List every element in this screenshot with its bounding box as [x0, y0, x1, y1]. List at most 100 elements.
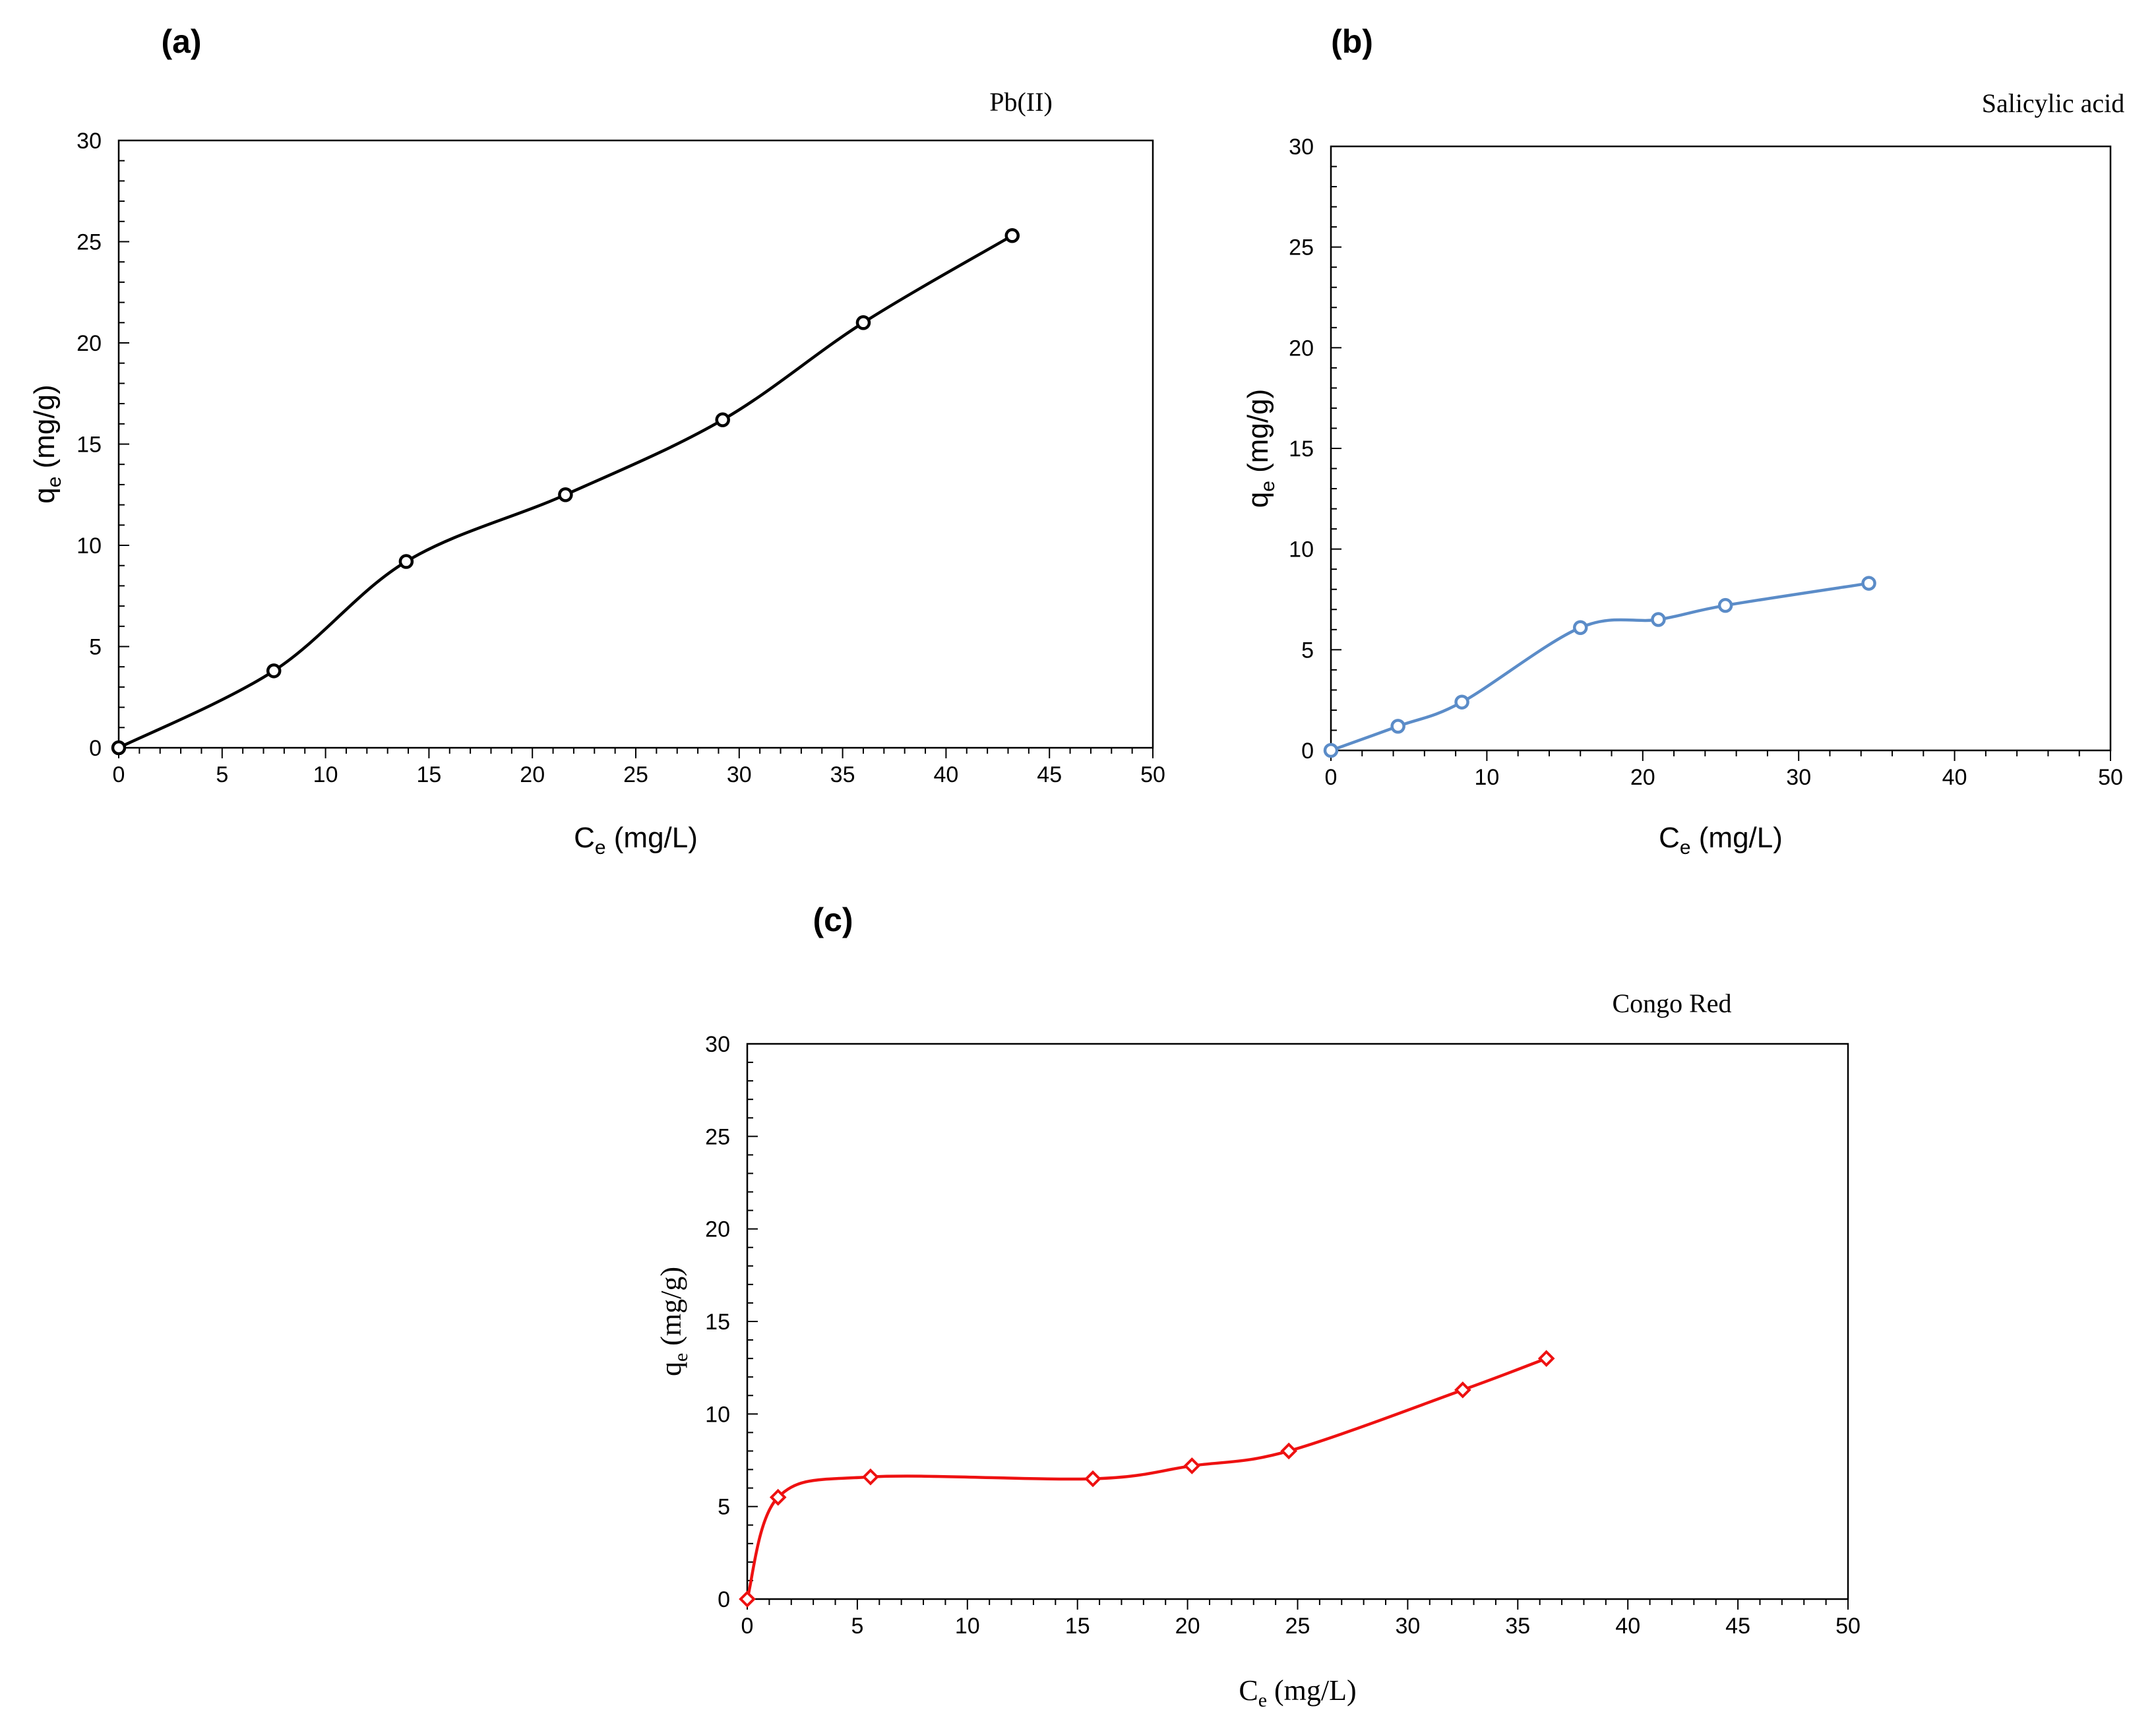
series-title: Pb(II): [989, 87, 1053, 117]
y-tick-label: 25: [705, 1124, 730, 1149]
x-tick-label: 10: [1474, 765, 1499, 790]
x-tick-label: 35: [830, 762, 855, 787]
plot-frame: [1330, 145, 2112, 752]
x-axis-title-subscript: e: [595, 837, 606, 859]
x-tick-label: 0: [113, 762, 125, 787]
data-point: [1861, 576, 1876, 591]
panel-label: (c): [813, 901, 853, 938]
x-tick-label: 40: [933, 762, 958, 787]
y-axis-title-main: q: [1242, 492, 1274, 508]
y-tick-label: 0: [718, 1587, 730, 1612]
data-point: [1084, 1470, 1101, 1488]
x-tick-label: 30: [1395, 1614, 1420, 1639]
y-tick-label: 10: [77, 533, 102, 559]
x-axis-title-unit: (mg/L): [1267, 1674, 1357, 1707]
series-title: Congo Red: [1612, 988, 1731, 1018]
y-axis-title-subscript: e: [670, 1353, 692, 1362]
data-point: [862, 1468, 879, 1486]
y-axis-title: qe (mg/g): [655, 1267, 692, 1376]
x-axis-title: Ce (mg/L): [574, 822, 698, 859]
y-tick-label: 0: [89, 736, 102, 761]
data-point: [1454, 694, 1469, 710]
x-tick-label: 10: [313, 762, 338, 787]
data-point: [1537, 1350, 1555, 1367]
chart-panel-a: (a) Pb(II) 0 5 10 15 20 25 30 35 40 45 50 0 5 10 15 20 25 3…: [28, 23, 1165, 859]
data-point: [1004, 228, 1020, 243]
y-tick-label: 5: [1301, 638, 1314, 663]
series-title: Salicylic acid: [1982, 88, 2125, 118]
x-tick-label: 30: [727, 762, 752, 787]
data-point: [715, 412, 730, 427]
y-tick-label: 10: [1289, 537, 1314, 562]
data-point: [1183, 1457, 1201, 1474]
x-tick-label: 50: [1140, 762, 1165, 787]
y-axis-title-subscript: e: [1257, 481, 1279, 492]
x-tick-label: 35: [1505, 1614, 1530, 1639]
y-tick-label: 25: [77, 230, 102, 255]
y-tick-label: 10: [705, 1402, 730, 1427]
x-axis-title-main: C: [574, 822, 595, 854]
chart-panel-c: (c) Congo Red 0 5 10 15 20 25 30 35 40 45 50 0 5 10 15 20…: [655, 901, 1861, 1711]
x-tick-label: 25: [1285, 1614, 1310, 1639]
panel-label: (a): [161, 23, 201, 60]
data-point: [1572, 620, 1588, 635]
y-tick-label: 25: [1289, 235, 1314, 260]
x-axis-title: Ce (mg/L): [1239, 1674, 1356, 1711]
panel-label: (b): [1331, 23, 1373, 60]
plot-frame: [117, 139, 1154, 749]
y-axis-title-main: q: [28, 487, 61, 503]
x-tick-label: 50: [1835, 1614, 1861, 1639]
x-tick-label: 5: [216, 762, 228, 787]
data-point: [1323, 742, 1339, 758]
x-tick-label: 20: [1630, 765, 1655, 790]
data-point: [769, 1488, 787, 1506]
x-axis-title-main: C: [1659, 822, 1680, 854]
y-axis-title: qe (mg/g): [1242, 389, 1279, 508]
y-tick-label: 15: [705, 1310, 730, 1335]
y-tick-label: 30: [77, 129, 102, 154]
series-line: [1330, 582, 1869, 752]
y-tick-label: 15: [1289, 437, 1314, 462]
x-tick-label: 5: [851, 1614, 863, 1639]
y-axis-title-subscript: e: [44, 477, 65, 488]
chart-panel-b: (b) Salicylic acid 0 10 20 30 40 50 0 5 10 15 20 25 30…: [1242, 23, 2124, 859]
y-tick-label: 5: [718, 1495, 730, 1520]
y-tick-label: 15: [77, 433, 102, 458]
x-axis-title-unit: (mg/L): [606, 822, 698, 854]
y-axis-title-unit: (mg/g): [655, 1267, 687, 1353]
x-axis-title-subscript: e: [1680, 837, 1691, 859]
y-tick-label: 20: [1289, 336, 1314, 361]
x-tick-label: 45: [1037, 762, 1062, 787]
x-tick-label: 0: [741, 1614, 754, 1639]
data-point: [266, 663, 282, 679]
y-tick-label: 20: [705, 1217, 730, 1242]
data-point: [739, 1591, 756, 1608]
data-point: [1390, 719, 1405, 734]
y-tick-label: 0: [1301, 739, 1314, 764]
y-axis-title-main: q: [655, 1362, 687, 1376]
x-tick-label: 45: [1725, 1614, 1750, 1639]
x-axis-title-subscript: e: [1258, 1689, 1267, 1711]
x-axis-title-main: C: [1239, 1674, 1258, 1707]
x-tick-label: 0: [1325, 765, 1338, 790]
y-tick-label: 30: [705, 1032, 730, 1057]
series-line: [745, 1357, 1547, 1600]
data-point: [855, 315, 871, 330]
y-tick-label: 5: [89, 635, 102, 660]
plot-frame: [746, 1043, 1849, 1600]
data-point: [1280, 1442, 1297, 1460]
x-tick-label: 10: [955, 1614, 980, 1639]
data-point: [1717, 597, 1733, 613]
x-axis-title: Ce (mg/L): [1659, 822, 1783, 859]
x-tick-label: 20: [520, 762, 545, 787]
x-tick-label: 50: [2098, 765, 2123, 790]
x-tick-label: 30: [1786, 765, 1811, 790]
x-tick-label: 40: [1942, 765, 1967, 790]
y-axis-title-unit: (mg/g): [28, 384, 61, 476]
y-tick-label: 20: [77, 331, 102, 356]
x-tick-label: 20: [1175, 1614, 1200, 1639]
y-tick-label: 30: [1289, 135, 1314, 160]
x-tick-label: 15: [416, 762, 441, 787]
x-tick-label: 15: [1065, 1614, 1090, 1639]
